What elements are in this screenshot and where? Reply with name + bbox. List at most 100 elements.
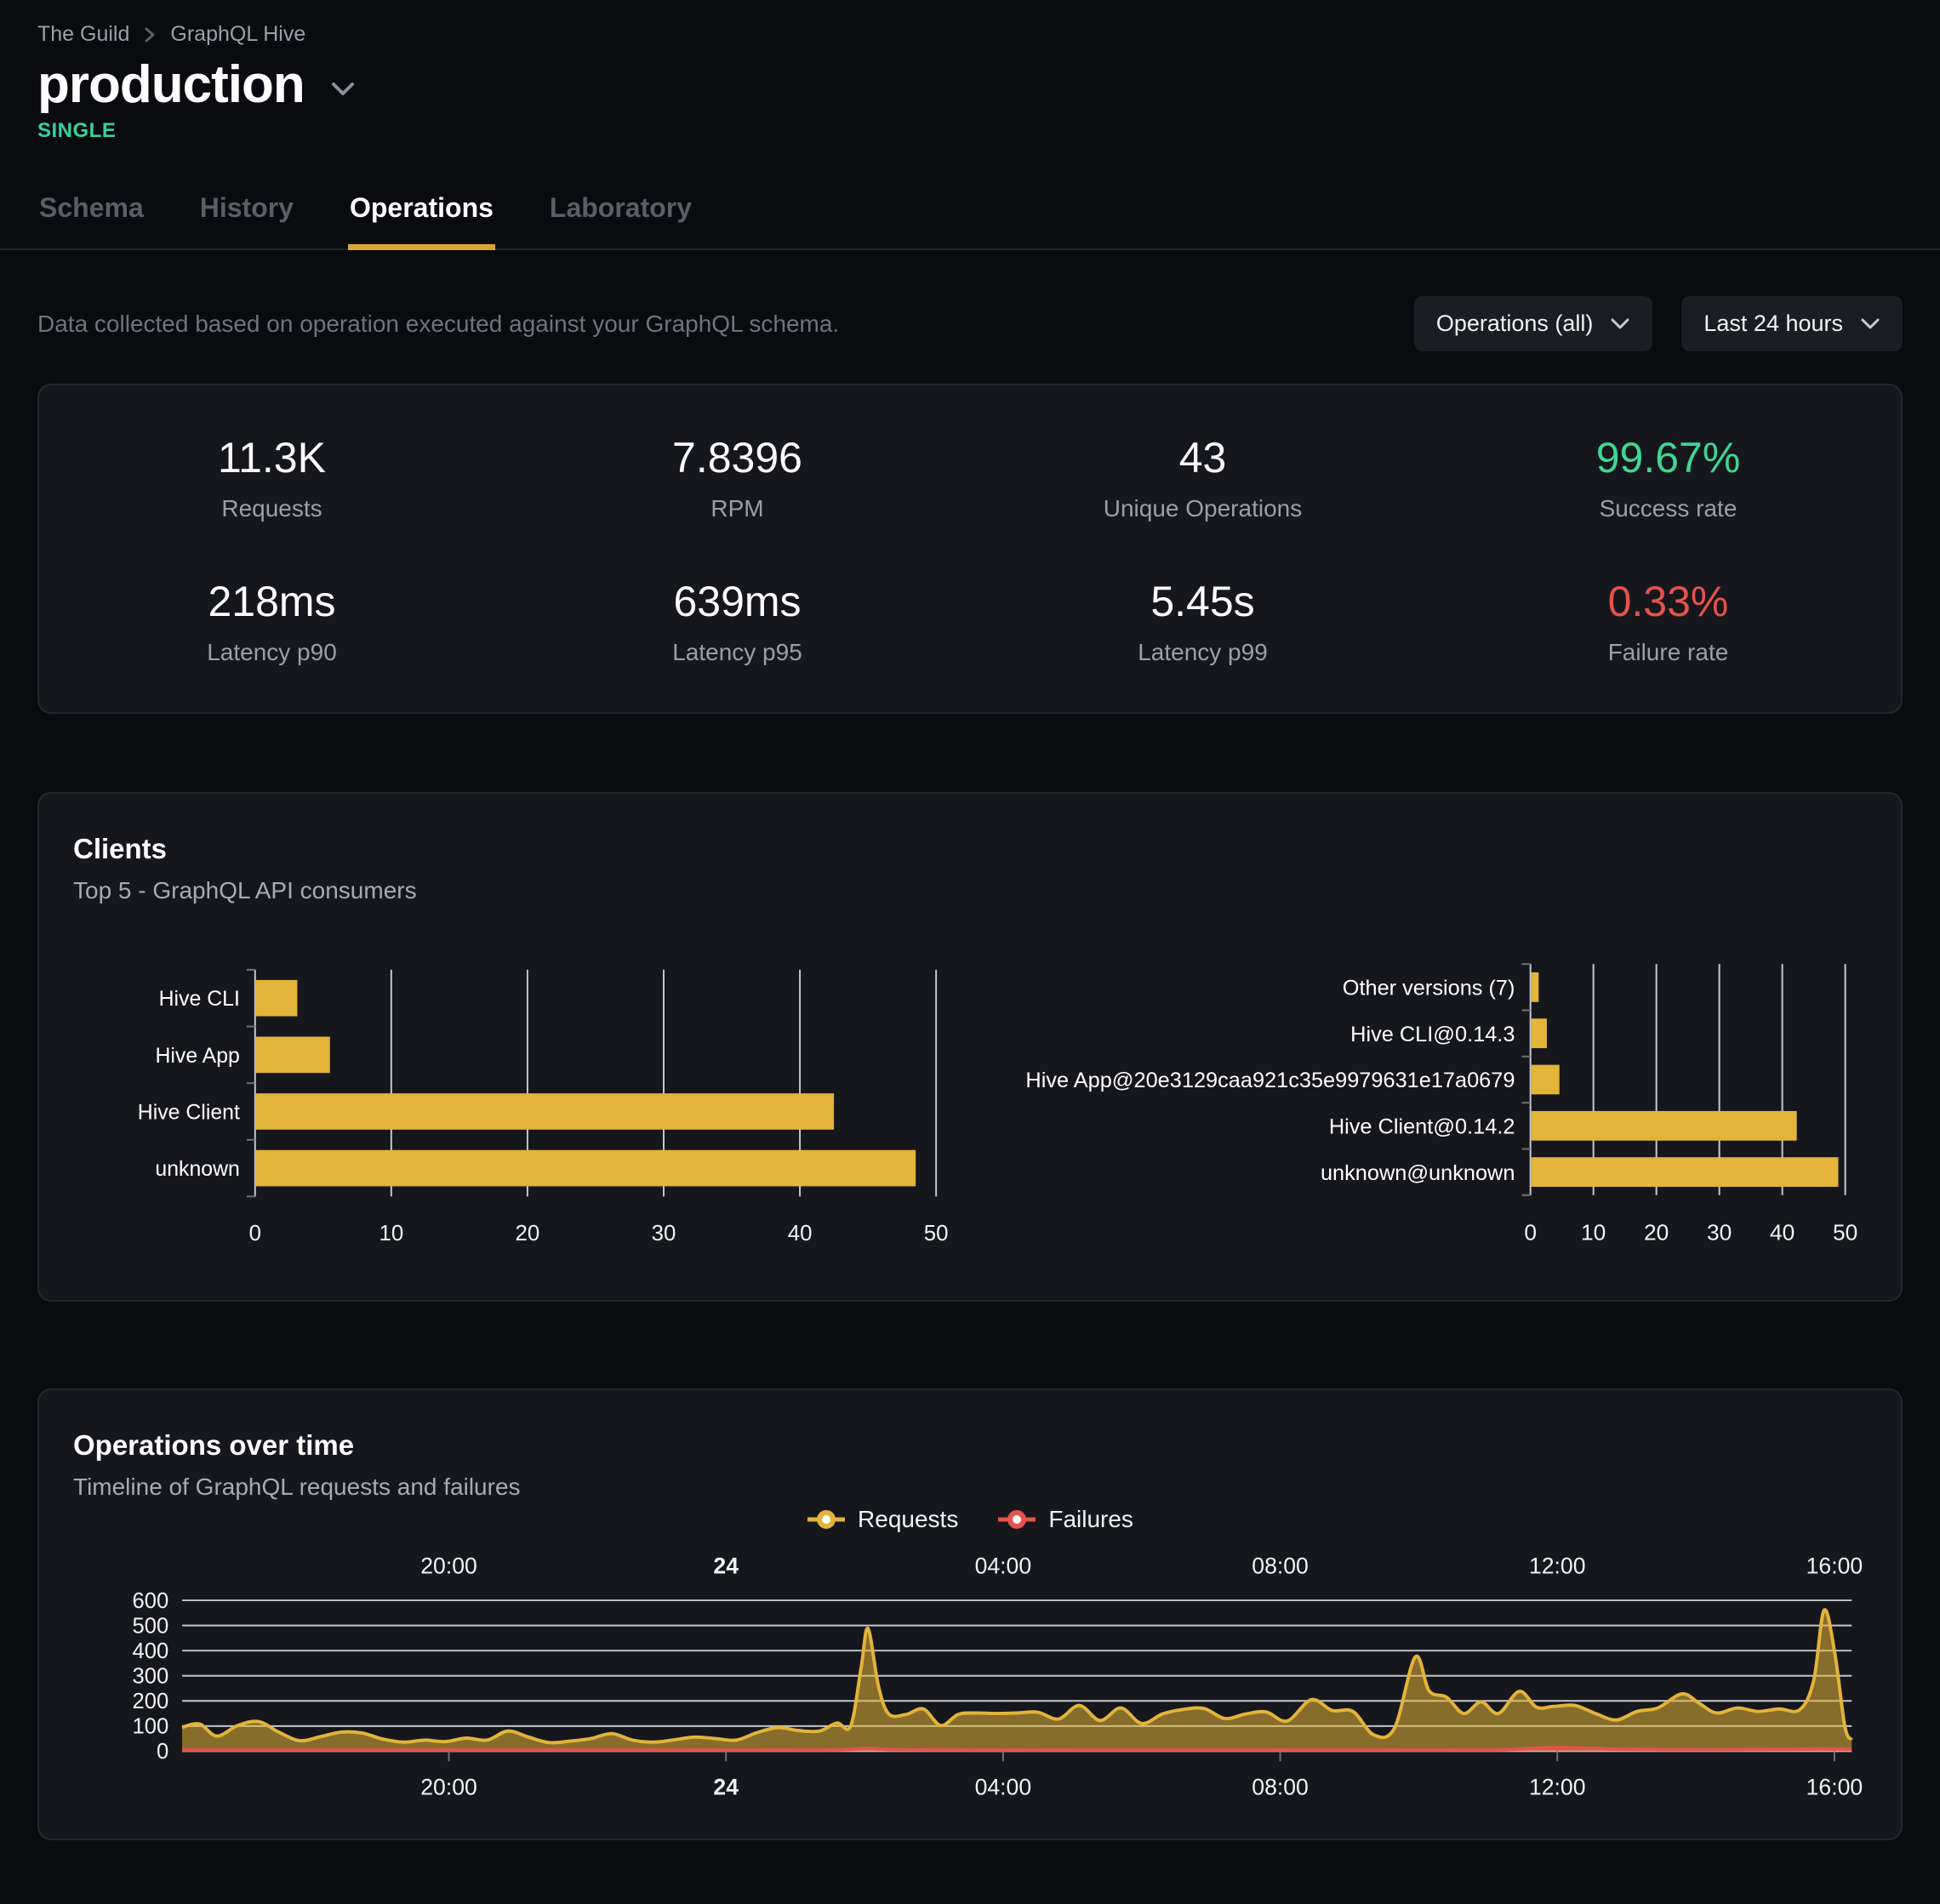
stat-label: Unique Operations [1103,495,1303,522]
clients-by-version-chart[interactable]: Other versions (7) Hive CLI@0.14.3 Hive Ap… [979,954,1867,1254]
operations-filter-dropdown[interactable]: Operations (all) [1413,296,1653,352]
svg-text:50: 50 [924,1222,949,1246]
svg-text:300: 300 [133,1664,169,1688]
svg-text:Hive CLI: Hive CLI [159,988,240,1011]
tab-history[interactable]: History [199,192,294,224]
stat-value: 0.33% [1607,578,1729,626]
operations-panel-subtitle: Timeline of GraphQL requests and failure… [73,1473,521,1500]
stat-label: Latency p99 [1138,639,1268,666]
tab-laboratory[interactable]: Laboratory [549,192,693,224]
timeline-chart-container[interactable]: 0 100 200 300 400 500 600 20:00 24 04:00 08:00 12:0… [73,1548,1867,1803]
stat-label: RPM [710,495,764,522]
chevron-down-icon [1861,318,1880,329]
breadcrumb-org[interactable]: The Guild [37,22,130,46]
stat-unique-operations: 43 Unique Operations [970,435,1435,522]
svg-text:Other versions (7): Other versions (7) [1343,977,1515,1000]
chevron-down-icon[interactable] [328,71,357,99]
stat-value: 218ms [208,578,336,626]
breadcrumb-project[interactable]: GraphQL Hive [170,22,306,46]
svg-text:500: 500 [133,1614,169,1638]
legend-item-failures[interactable]: Failures [997,1506,1133,1533]
svg-text:400: 400 [133,1639,169,1663]
stat-requests: 11.3K Requests [39,435,505,522]
target-type-badge: SINGLE [37,119,117,143]
page-header: The Guild GraphQL Hive production SINGLE [0,0,1940,143]
stat-latency-p95: 639ms Latency p95 [505,579,970,666]
stat-label: Latency p90 [207,639,337,666]
chevron-right-icon [143,24,157,46]
svg-text:08:00: 08:00 [1252,1774,1309,1799]
svg-text:04:00: 04:00 [975,1553,1032,1578]
stat-latency-p99: 5.45s Latency p99 [970,579,1435,666]
clients-panel-title: Clients [73,833,168,865]
svg-text:Hive Client@0.14.2: Hive Client@0.14.2 [1329,1115,1515,1139]
clients-panel-subtitle: Top 5 - GraphQL API consumers [73,877,417,904]
svg-text:20:00: 20:00 [420,1553,477,1578]
collection-description: Data collected based on operation execut… [37,310,840,337]
legend-label: Failures [1048,1505,1133,1532]
svg-text:16:00: 16:00 [1806,1774,1863,1799]
svg-text:10: 10 [1581,1220,1606,1246]
svg-text:Hive App: Hive App [155,1045,239,1068]
svg-text:20:00: 20:00 [420,1774,477,1799]
stat-rpm: 7.8396 RPM [505,435,970,522]
operations-filter-value: Operations (all) [1435,311,1594,337]
stat-label: Success rate [1599,495,1737,522]
svg-text:0: 0 [157,1740,168,1764]
stat-latency-p90: 218ms Latency p90 [39,579,505,666]
clients-by-name-chart[interactable]: Hive CLI Hive App Hive Client unknown 0 10 20 3… [73,960,961,1254]
chevron-down-icon [1611,318,1629,329]
filters-toolbar: Data collected based on operation execut… [37,296,1903,352]
svg-text:Hive Client: Hive Client [138,1101,240,1124]
breadcrumb: The Guild GraphQL Hive [37,22,1903,47]
svg-text:20: 20 [516,1222,540,1246]
stat-value: 5.45s [1150,578,1255,626]
bar-chart-client-versions[interactable]: Other versions (7) Hive CLI@0.14.3 Hive Ap… [979,954,1867,1254]
svg-text:unknown@unknown: unknown@unknown [1321,1161,1515,1185]
svg-text:12:00: 12:00 [1529,1774,1586,1799]
svg-text:16:00: 16:00 [1806,1553,1863,1578]
period-filter-dropdown[interactable]: Last 24 hours [1681,296,1903,352]
stat-value: 639ms [673,578,802,626]
svg-text:200: 200 [133,1690,169,1713]
svg-text:24: 24 [713,1553,739,1578]
svg-text:30: 30 [1707,1220,1732,1246]
stat-label: Latency p95 [672,639,802,666]
svg-text:24: 24 [713,1774,739,1799]
timeline-legend: Requests Failures [73,1506,1867,1533]
tab-schema[interactable]: Schema [39,192,144,224]
page-title: production [37,55,305,114]
svg-text:40: 40 [1770,1220,1794,1246]
svg-text:0: 0 [1524,1220,1537,1246]
stat-value: 7.8396 [672,434,802,482]
stat-failure-rate: 0.33% Failure rate [1435,579,1901,666]
svg-text:Hive CLI@0.14.3: Hive CLI@0.14.3 [1350,1023,1515,1046]
stat-label: Failure rate [1607,639,1729,666]
operations-panel-title: Operations over time [73,1428,355,1461]
stat-success-rate: 99.67% Success rate [1435,435,1901,522]
svg-text:600: 600 [133,1589,169,1613]
requests-series-marker-icon [807,1509,846,1529]
stat-value: 43 [1178,434,1227,482]
stat-value: 99.67% [1595,434,1741,482]
svg-text:12:00: 12:00 [1529,1553,1586,1578]
legend-item-requests[interactable]: Requests [807,1506,958,1533]
period-filter-value: Last 24 hours [1703,311,1843,337]
svg-text:30: 30 [652,1222,676,1246]
failures-series-marker-icon [998,1509,1036,1529]
stats-panel: 11.3K Requests 7.8396 RPM 43 Unique Oper… [37,384,1903,715]
stat-label: Requests [221,495,322,522]
bar-chart-client-names[interactable]: Hive CLI Hive App Hive Client unknown 0 10 20 3… [73,960,961,1254]
svg-text:40: 40 [788,1222,813,1246]
legend-label: Requests [858,1505,959,1532]
operations-over-time-panel: Operations over time Timeline of GraphQL… [37,1388,1903,1841]
tab-bar: Schema History Operations Laboratory [0,177,1940,251]
tab-operations[interactable]: Operations [347,177,495,251]
stat-value: 11.3K [218,434,326,482]
svg-text:10: 10 [379,1222,403,1246]
svg-text:0: 0 [249,1222,261,1246]
svg-text:08:00: 08:00 [1252,1553,1309,1578]
svg-text:100: 100 [133,1715,169,1739]
svg-text:20: 20 [1644,1220,1669,1246]
